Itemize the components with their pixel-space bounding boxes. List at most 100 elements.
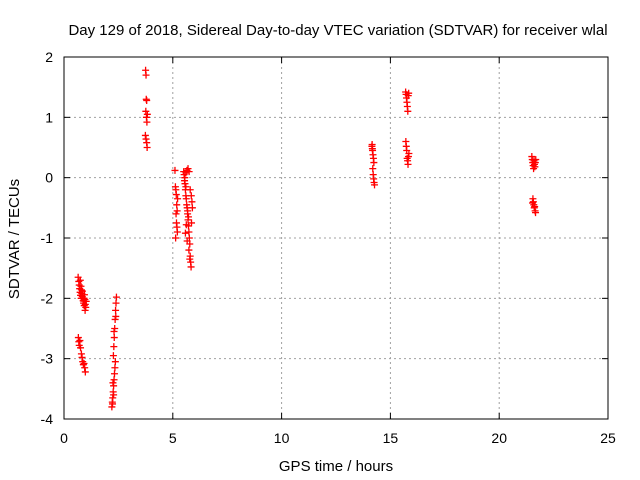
data-point (184, 165, 192, 173)
data-point (141, 131, 149, 139)
data-points (74, 66, 540, 411)
data-point (81, 306, 89, 314)
x-tick-label: 20 (491, 430, 507, 446)
data-point (185, 228, 193, 236)
data-point (81, 364, 89, 372)
data-point (188, 204, 196, 212)
data-point (76, 276, 84, 284)
data-point (371, 181, 379, 189)
data-point (183, 237, 191, 245)
data-point (173, 201, 181, 209)
data-point (77, 294, 85, 302)
data-point (112, 306, 120, 314)
data-point (404, 160, 412, 168)
data-point (185, 246, 193, 254)
data-point (172, 234, 180, 242)
data-point (78, 353, 86, 361)
y-tick-label: 1 (45, 109, 53, 125)
data-point (142, 107, 150, 115)
data-point (186, 186, 194, 194)
y-tick-label: 0 (45, 170, 53, 186)
data-point (404, 107, 412, 115)
data-point (143, 118, 151, 126)
data-point (109, 352, 117, 360)
x-tick-label: 0 (60, 430, 68, 446)
data-point (109, 379, 117, 387)
data-point (143, 110, 151, 118)
data-point (78, 287, 86, 295)
x-tick-label: 5 (169, 430, 177, 446)
data-point (111, 364, 119, 372)
data-point (76, 337, 84, 345)
data-point (143, 96, 151, 104)
data-point (187, 263, 195, 271)
data-point (77, 350, 85, 358)
data-point (184, 213, 192, 221)
data-point (80, 302, 88, 310)
data-point (112, 312, 120, 320)
y-tick-label: -2 (41, 290, 54, 306)
data-point (182, 183, 190, 191)
data-point (142, 71, 150, 79)
x-axis-label: GPS time / hours (279, 458, 393, 475)
data-point (182, 169, 190, 177)
y-tick-label: -4 (41, 411, 54, 427)
data-point (112, 299, 120, 307)
data-point (174, 195, 182, 203)
data-point (111, 358, 119, 366)
data-point (528, 199, 536, 207)
y-axis-label: SDTVAR / TECUs (6, 179, 23, 299)
data-point (110, 343, 118, 351)
data-point (369, 165, 377, 173)
x-tick-labels: 0 5 10 15 20 25 (60, 430, 616, 446)
data-point (81, 368, 89, 376)
data-point (370, 159, 378, 167)
x-tick-label: 10 (274, 430, 290, 446)
y-tick-labels: -4 -3 -2 -1 0 1 2 (41, 49, 54, 427)
data-point (186, 255, 194, 263)
data-point (368, 145, 376, 153)
data-point (185, 168, 193, 176)
y-tick-label: 2 (45, 49, 53, 65)
data-point (405, 89, 413, 97)
data-point (142, 135, 150, 143)
data-point (184, 207, 192, 215)
x-tick-label: 25 (600, 430, 616, 446)
data-point (112, 293, 120, 301)
data-point (181, 180, 189, 188)
chart-title: Day 129 of 2018, Sidereal Day-to-day VTE… (68, 22, 607, 39)
data-point (182, 195, 190, 203)
data-point (111, 325, 119, 332)
data-point (109, 400, 117, 408)
data-point (182, 221, 190, 229)
data-point (173, 207, 181, 215)
data-point (80, 359, 88, 367)
data-point (532, 209, 540, 217)
grid-lines (64, 57, 608, 419)
data-point (110, 382, 118, 390)
data-point (110, 328, 118, 336)
data-point (171, 166, 179, 174)
data-point (110, 391, 118, 399)
y-tick-label: -3 (41, 351, 54, 367)
data-point (110, 376, 118, 384)
data-point (172, 191, 180, 199)
x-tick-label: 15 (383, 430, 399, 446)
data-point (188, 219, 196, 227)
data-point (405, 150, 413, 158)
data-point (79, 361, 87, 369)
data-point (532, 156, 540, 164)
data-point (172, 210, 180, 218)
data-point (111, 315, 119, 323)
data-point (173, 228, 181, 236)
data-point (188, 198, 196, 206)
data-point (82, 297, 90, 305)
axis-ticks (63, 56, 609, 420)
data-point (110, 370, 118, 378)
data-point (181, 229, 189, 237)
data-point (110, 334, 118, 342)
data-point (187, 192, 195, 200)
data-point (77, 344, 85, 352)
data-point (109, 394, 117, 402)
